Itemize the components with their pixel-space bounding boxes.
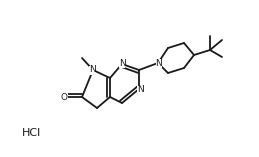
Text: N: N: [156, 59, 162, 68]
Text: N: N: [89, 65, 95, 75]
Text: HCl: HCl: [22, 128, 41, 138]
Text: O: O: [61, 92, 68, 101]
Text: N: N: [119, 59, 125, 68]
Text: N: N: [137, 86, 143, 95]
